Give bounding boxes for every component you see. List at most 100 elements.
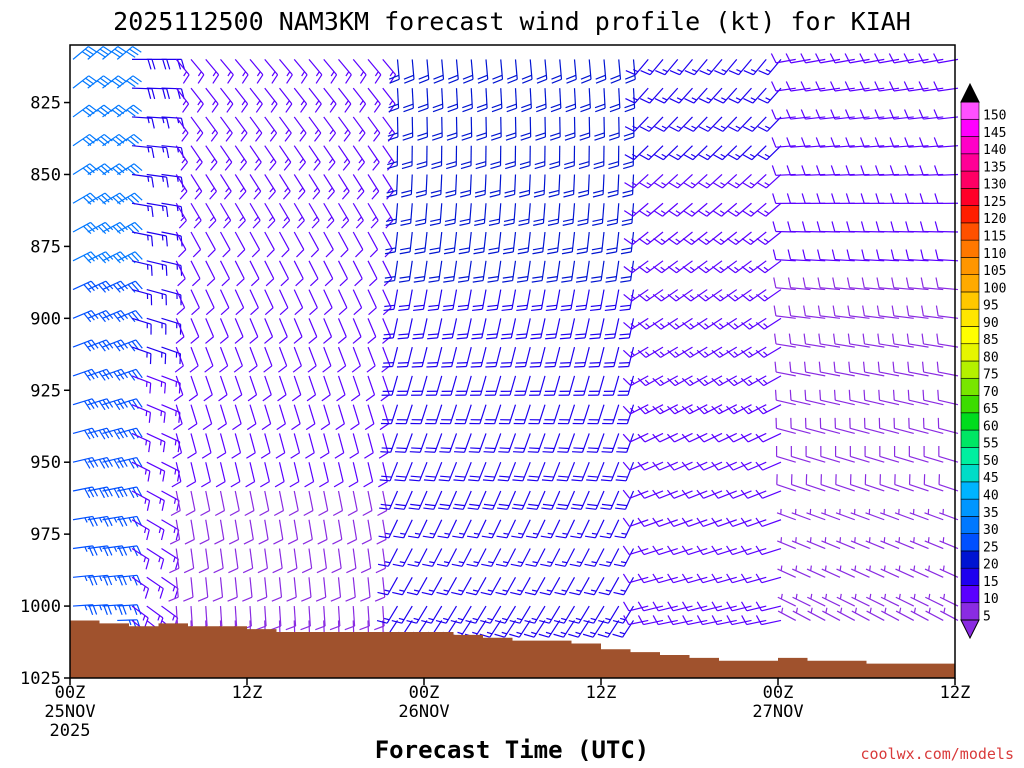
barb-staff bbox=[175, 462, 182, 482]
barb-feather bbox=[256, 596, 267, 602]
wind-barb bbox=[394, 461, 413, 482]
wind-barb bbox=[117, 339, 143, 352]
barb-feather bbox=[848, 389, 851, 401]
barb-staff bbox=[72, 163, 91, 175]
barb-staff bbox=[308, 202, 320, 221]
colorbar-swatch bbox=[960, 464, 980, 483]
wind-barb bbox=[72, 251, 99, 264]
wind-barb bbox=[289, 462, 300, 488]
barb-feather bbox=[98, 342, 106, 352]
barb-feather bbox=[287, 538, 298, 545]
barb-staff bbox=[392, 318, 399, 339]
wind-barb bbox=[293, 318, 303, 344]
barb-staff bbox=[234, 462, 241, 482]
barb-feather bbox=[334, 452, 345, 459]
barb-staff bbox=[382, 87, 396, 105]
barb-staff bbox=[264, 375, 272, 395]
barb-feather bbox=[119, 222, 128, 231]
wind-barb bbox=[323, 202, 335, 229]
barb-feather bbox=[147, 88, 152, 99]
barb-staff bbox=[386, 605, 399, 624]
barb-feather bbox=[307, 365, 317, 373]
barb-feather bbox=[133, 104, 143, 112]
colorbar-swatch bbox=[960, 170, 980, 189]
barb-feather bbox=[388, 74, 400, 80]
x-tick-label: 26NOV bbox=[398, 702, 449, 722]
barb-staff bbox=[146, 260, 167, 266]
wind-barb bbox=[352, 202, 364, 229]
barb-staff bbox=[234, 260, 245, 279]
barb-feather bbox=[233, 365, 243, 373]
barb-feather bbox=[373, 132, 381, 142]
barb-half-feather bbox=[359, 100, 364, 106]
barb-staff bbox=[388, 519, 399, 539]
barb-staff bbox=[323, 490, 329, 511]
barb-feather bbox=[92, 604, 98, 615]
barb-feather bbox=[418, 78, 429, 84]
barb-half-feather bbox=[928, 593, 931, 600]
barb-feather bbox=[119, 251, 128, 260]
wind-barb bbox=[352, 318, 362, 344]
barb-half-feather bbox=[329, 129, 334, 135]
wind-barb bbox=[201, 462, 211, 488]
barb-staff bbox=[406, 346, 413, 367]
barb-staff bbox=[323, 231, 334, 250]
wind-barb bbox=[202, 404, 213, 431]
barb-feather bbox=[399, 276, 411, 279]
barb-feather bbox=[244, 510, 255, 517]
barb-half-feather bbox=[211, 129, 216, 135]
barb-feather bbox=[113, 400, 121, 411]
barb-half-feather bbox=[182, 129, 187, 135]
barb-feather bbox=[131, 341, 140, 351]
wind-barb bbox=[352, 174, 365, 200]
barb-feather bbox=[151, 59, 156, 70]
wind-barb bbox=[249, 59, 264, 84]
barb-staff bbox=[278, 318, 288, 338]
barb-feather bbox=[197, 74, 205, 84]
wind-barb bbox=[87, 457, 113, 469]
barb-feather bbox=[187, 423, 198, 431]
barb-feather bbox=[331, 567, 342, 574]
barb-feather bbox=[384, 276, 396, 279]
barb-staff bbox=[264, 174, 276, 192]
barb-staff bbox=[190, 433, 197, 453]
barb-feather bbox=[224, 161, 233, 171]
barb-feather bbox=[211, 103, 219, 113]
barb-half-feather bbox=[373, 129, 378, 135]
wind-barb bbox=[200, 490, 211, 517]
barb-staff bbox=[352, 59, 367, 76]
barb-feather bbox=[217, 423, 227, 431]
barb-staff bbox=[205, 318, 215, 338]
barb-feather bbox=[185, 510, 196, 517]
barb-half-feather bbox=[173, 556, 176, 563]
barb-staff bbox=[278, 260, 290, 279]
barb-feather bbox=[121, 516, 128, 527]
barb-feather bbox=[120, 280, 129, 290]
barb-feather bbox=[84, 488, 91, 499]
barb-feather bbox=[210, 132, 219, 142]
wind-barb bbox=[249, 289, 259, 316]
barb-staff bbox=[382, 202, 394, 221]
barb-staff bbox=[264, 346, 273, 367]
barb-staff bbox=[323, 318, 333, 338]
barb-staff bbox=[205, 375, 213, 395]
wind-barb bbox=[367, 231, 379, 258]
barb-feather bbox=[106, 398, 114, 408]
barb-staff bbox=[175, 289, 186, 308]
wind-barb bbox=[131, 346, 152, 365]
wind-barb bbox=[377, 490, 388, 517]
barb-half-feather bbox=[285, 129, 290, 135]
barb-feather bbox=[346, 538, 357, 545]
barb-staff bbox=[352, 375, 361, 395]
barb-staff bbox=[323, 519, 328, 540]
barb-staff bbox=[382, 289, 392, 308]
colorbar-min-arrow bbox=[960, 619, 980, 640]
barb-half-feather bbox=[183, 71, 188, 77]
barb-feather bbox=[135, 310, 143, 320]
wind-barb bbox=[218, 375, 228, 402]
barb-feather bbox=[88, 75, 98, 83]
barb-feather bbox=[372, 161, 380, 171]
wind-barb bbox=[323, 59, 338, 84]
barb-staff bbox=[264, 87, 278, 105]
barb-staff bbox=[131, 288, 152, 296]
